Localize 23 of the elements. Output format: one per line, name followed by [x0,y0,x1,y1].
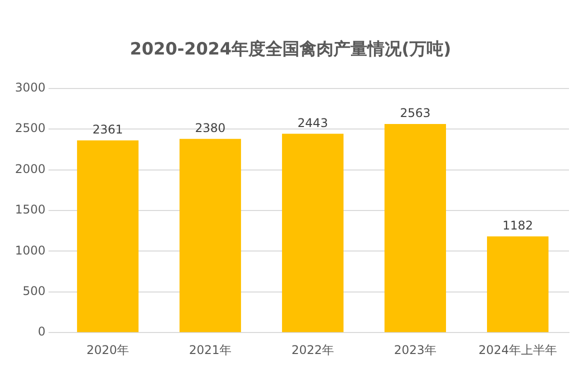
y-tick-label: 3000 [14,80,46,95]
x-tick-label: 2022年 [291,342,334,357]
data-label: 2443 [297,116,328,130]
y-tick-label: 1500 [14,202,46,217]
y-tick-label: 1000 [14,243,46,258]
data-label: 2563 [400,106,431,120]
x-tick-label: 2024年上半年 [478,342,558,357]
y-tick-label: 0 [38,324,46,339]
x-tick-label: 2020年 [86,342,130,357]
y-tick-label: 2000 [14,162,46,176]
data-label: 2380 [195,120,226,135]
bar [487,236,548,332]
y-tick-label: 500 [22,284,46,298]
bar [180,138,242,332]
x-tick-label: 2021年 [189,342,232,357]
chart-title: 2020-2024年度全国禽肉产量情况(万吨) [130,40,452,60]
bar [282,134,344,332]
x-tick-label: 2023年 [394,342,437,357]
data-label: 1182 [502,218,534,233]
data-label: 2361 [92,122,124,137]
y-tick-label: 2500 [14,121,46,136]
bar [77,140,139,332]
bar [384,124,446,332]
